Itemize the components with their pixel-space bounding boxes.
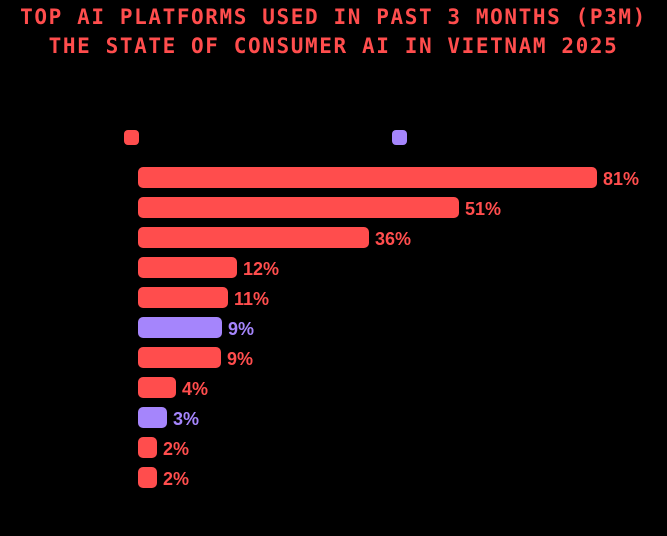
bar-value-label: 4% [182, 378, 209, 399]
bar [138, 347, 221, 368]
chart-title-line1: TOP AI PLATFORMS USED IN PAST 3 MONTHS (… [20, 5, 647, 29]
bar-value-label: 9% [228, 318, 255, 339]
bar-value-label: 36% [375, 228, 412, 249]
chart-title: TOP AI PLATFORMS USED IN PAST 3 MONTHS (… [0, 3, 667, 61]
bar [138, 197, 459, 218]
bar-value-label: 81% [603, 168, 640, 189]
chart-title-line2: THE STATE OF CONSUMER AI IN VIETNAM 2025 [48, 34, 619, 58]
bar [138, 227, 369, 248]
bar [138, 407, 167, 428]
legend-swatch-red [124, 130, 139, 145]
bar [138, 467, 157, 488]
bar [138, 317, 222, 338]
legend-swatch-purple [392, 130, 407, 145]
bar-value-label: 3% [173, 408, 200, 429]
bar-value-label: 51% [465, 198, 502, 219]
bar-value-label: 9% [227, 348, 254, 369]
bar-value-label: 2% [163, 438, 190, 459]
bar [138, 167, 597, 188]
bar [138, 377, 176, 398]
bar-value-label: 12% [243, 258, 280, 279]
bar-value-label: 2% [163, 468, 190, 489]
bar [138, 257, 237, 278]
bar [138, 437, 157, 458]
bar-value-label: 11% [234, 288, 270, 309]
bar [138, 287, 228, 308]
